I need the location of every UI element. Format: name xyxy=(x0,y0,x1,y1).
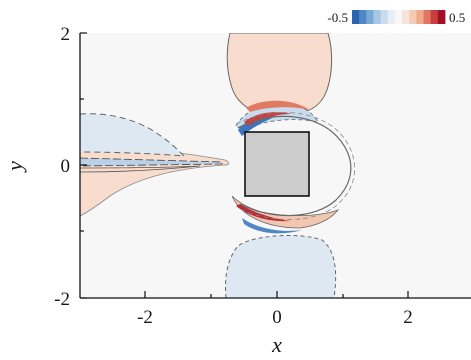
contour-c-line-dashed xyxy=(235,112,356,220)
y-ticks xyxy=(80,32,87,299)
square-body xyxy=(244,131,310,197)
contour-bottom-positive xyxy=(231,195,340,229)
colorbar-swatch xyxy=(352,10,360,24)
contour-c-line xyxy=(237,115,352,217)
colorbar-swatch xyxy=(380,10,389,24)
colorbar-min-label: -0.5 xyxy=(327,10,348,25)
y-axis-label: y xyxy=(2,161,27,173)
contour-wake-core xyxy=(80,157,223,167)
colorbar-max-label: 0.5 xyxy=(449,10,465,25)
colorbar-swatch xyxy=(430,10,439,24)
contour-wake-negative xyxy=(80,113,186,157)
y-tick-label-mid: 0 xyxy=(61,156,71,177)
colorbar-swatch xyxy=(366,10,374,24)
colorbar-swatch xyxy=(359,10,367,24)
colorbar-swatch xyxy=(409,10,417,24)
contour-bottom-lobe xyxy=(225,234,337,298)
colorbar-swatch xyxy=(423,10,432,24)
y-tick-label-bottom: -2 xyxy=(54,289,70,310)
colorbar-swatch xyxy=(394,10,403,24)
contour-top-red-band xyxy=(244,112,292,126)
colorbar-swatch xyxy=(402,10,410,24)
contour-bottom-strong-negative xyxy=(242,218,302,234)
x-tick-label-mid: 0 xyxy=(272,307,282,328)
x-tick-label-left: -2 xyxy=(137,307,153,328)
colorbar-swatch xyxy=(373,10,382,24)
y-tick-label-top: 2 xyxy=(61,24,71,45)
colorbar-swatch xyxy=(387,10,396,24)
colorbar-swatch xyxy=(437,10,446,24)
x-axis-label: x xyxy=(271,332,282,357)
contour-bottom-red-band xyxy=(236,204,290,222)
colorbar xyxy=(352,10,446,24)
contour-top-strong-positive xyxy=(246,100,310,112)
colorbar-swatch xyxy=(416,10,424,24)
x-ticks xyxy=(144,291,409,298)
contour-top-strong-negative xyxy=(238,115,276,136)
contour-wake-core-lower xyxy=(80,165,201,173)
x-tick-label-right: 2 xyxy=(403,307,413,328)
contour-layer xyxy=(80,33,356,298)
